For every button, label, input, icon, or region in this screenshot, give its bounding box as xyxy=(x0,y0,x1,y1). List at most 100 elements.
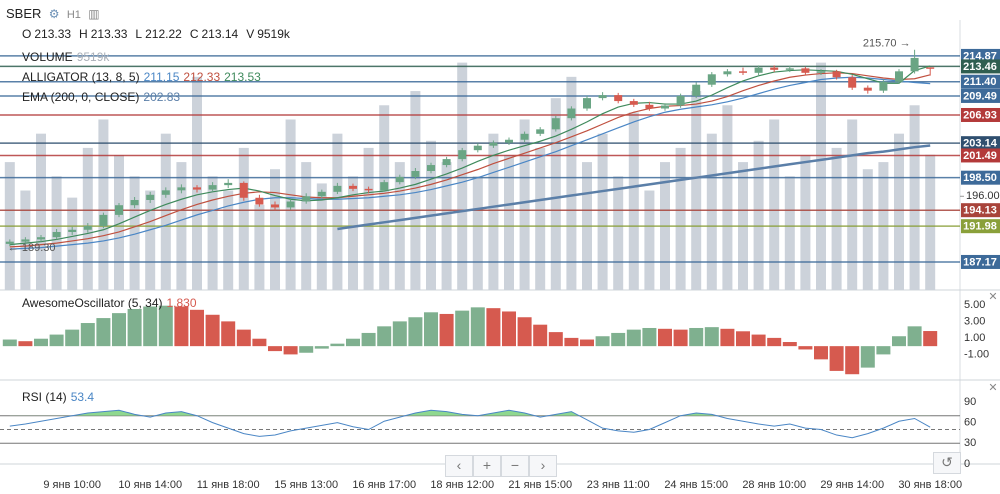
indicator-line xyxy=(9,65,931,246)
legend-name: EMA (200, 0, CLOSE) xyxy=(22,90,140,104)
volume-bar xyxy=(769,119,780,290)
y-tick-label: 60 xyxy=(964,417,976,429)
volume-bar xyxy=(862,169,873,290)
candle-body xyxy=(879,81,888,91)
ao-bar xyxy=(486,308,501,347)
volume-bar xyxy=(254,204,265,290)
candle-body xyxy=(286,201,295,208)
ao-bar xyxy=(455,310,470,347)
volume-bar xyxy=(784,176,795,290)
price-label: 203.14 xyxy=(963,138,998,150)
volume-bar xyxy=(597,133,608,290)
rsi-legend: RSI (14) 53.4 xyxy=(22,390,98,404)
y-tick-label: 3.00 xyxy=(964,315,985,327)
y-tick-label: 90 xyxy=(964,396,976,408)
ao-bar xyxy=(642,327,657,347)
scroll-right-button[interactable]: › xyxy=(529,455,557,477)
price-label: 209.49 xyxy=(963,90,997,102)
candle-body xyxy=(598,95,607,99)
zoom-in-button[interactable]: + xyxy=(473,455,501,477)
x-tick-label: 24 янв 15:00 xyxy=(664,479,728,491)
close-panel-icon[interactable]: ✕ xyxy=(988,291,997,303)
volume-bar xyxy=(238,147,249,290)
rsi-line xyxy=(9,409,931,439)
price-label-box xyxy=(961,59,1000,74)
legend-value: 9519k xyxy=(76,50,110,64)
ao-bar xyxy=(49,334,64,347)
candle-body xyxy=(271,204,279,208)
x-tick-label: 21 янв 15:00 xyxy=(508,479,572,491)
indicator-line xyxy=(337,144,931,231)
volume-bar xyxy=(831,147,842,290)
candle-body xyxy=(99,214,108,227)
volume-bar xyxy=(207,176,218,290)
interval[interactable]: H1 xyxy=(66,9,81,21)
candle-body xyxy=(801,68,810,73)
ao-bar xyxy=(299,346,314,353)
ao-bar xyxy=(876,346,891,355)
ao-bar xyxy=(283,346,298,355)
legend-name: AwesomeOscillator (5, 34) xyxy=(22,296,163,310)
candle-body xyxy=(536,129,545,134)
candle-body xyxy=(68,229,77,232)
volume-bar xyxy=(519,119,530,290)
volume-bar xyxy=(379,105,390,291)
volume-bar xyxy=(800,155,811,290)
chart-type-icon[interactable]: ▥ xyxy=(88,7,100,21)
ao-bar xyxy=(112,313,126,347)
candle-body xyxy=(520,133,529,140)
ao-bar xyxy=(236,329,251,347)
candle-body xyxy=(130,200,139,206)
price-label: 201.49 xyxy=(963,150,997,162)
candle-body xyxy=(676,95,685,106)
ohlcv-legend: O 213.33 H 213.33 L 212.22 C 213.14 V 9519k xyxy=(22,27,298,41)
symbol: SBER xyxy=(6,6,42,21)
volume-bar xyxy=(644,190,655,290)
x-tick-label: 23 янв 11:00 xyxy=(587,479,650,491)
ohlcv-label: O xyxy=(22,27,32,41)
ao-bar xyxy=(470,307,485,347)
candle-body xyxy=(255,197,264,205)
ao-bar xyxy=(330,343,345,347)
candle-body xyxy=(349,185,357,189)
candle-body xyxy=(551,118,560,130)
volume-bar xyxy=(691,91,702,290)
indicator-line xyxy=(9,72,931,248)
ao-bar xyxy=(221,321,236,347)
volume-bar xyxy=(472,176,483,290)
legend-name: ALLIGATOR (13, 8, 5) xyxy=(22,70,140,84)
volume-bar xyxy=(613,176,624,290)
reset-button[interactable]: ↺ xyxy=(933,452,961,474)
zoom-out-button[interactable]: − xyxy=(501,455,529,477)
ao-bar xyxy=(580,339,594,347)
y-tick-label: 0 xyxy=(964,458,970,470)
legend-value: 212.33 xyxy=(183,70,221,84)
candle-body xyxy=(661,105,669,109)
ao-bar xyxy=(392,321,407,347)
candle-body xyxy=(583,98,591,109)
price-label: 206.93 xyxy=(963,109,997,121)
volume-bar xyxy=(535,147,546,290)
ao-bar xyxy=(564,337,579,347)
price-label-box xyxy=(961,107,1000,122)
candle-body xyxy=(193,187,201,190)
ao-bar xyxy=(845,346,860,375)
candle-body xyxy=(83,226,92,230)
ao-bar xyxy=(814,346,828,360)
ohlcv-label: L xyxy=(135,27,143,41)
legend-value: 202.83 xyxy=(143,90,181,104)
low-annotation: ← 189.30 xyxy=(8,242,56,254)
volume-bar xyxy=(457,62,468,291)
ao-bar xyxy=(377,326,392,347)
settings-icon[interactable]: ⚙ xyxy=(48,7,60,21)
rsi-overbought-fill xyxy=(9,410,931,416)
close-panel-icon[interactable]: ✕ xyxy=(988,382,997,394)
scroll-left-button[interactable]: ‹ xyxy=(445,455,473,477)
ao-bar xyxy=(190,309,204,347)
ao-bar xyxy=(80,323,95,347)
candle-body xyxy=(364,188,373,191)
legend-value: 213.53 xyxy=(224,70,261,84)
legend-value: 211.15 xyxy=(143,70,180,84)
